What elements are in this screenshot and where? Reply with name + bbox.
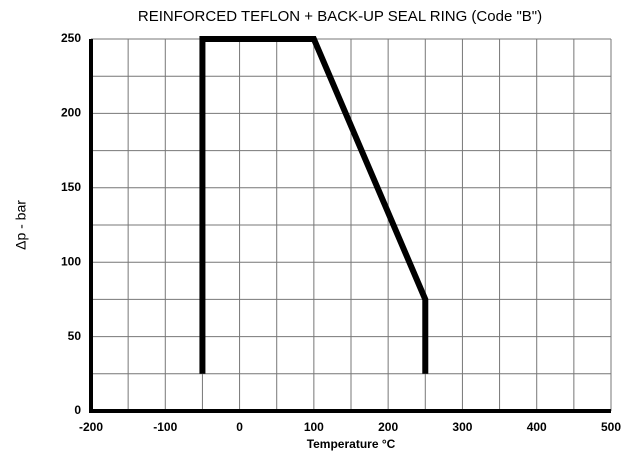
- x-tick-label: 200: [378, 420, 398, 434]
- y-tick-label: 100: [61, 254, 81, 268]
- x-tick-label: 100: [304, 420, 324, 434]
- y-tick-label: 0: [74, 403, 81, 417]
- y-tick-label: 200: [61, 106, 81, 120]
- y-tick-label: 50: [68, 329, 82, 343]
- x-tick-label: 500: [601, 420, 621, 434]
- chart-title: REINFORCED TEFLON + BACK-UP SEAL RING (C…: [138, 8, 542, 25]
- x-tick-label: 400: [527, 420, 547, 434]
- x-tick-label: -200: [79, 420, 103, 434]
- x-tick-label: -100: [153, 420, 177, 434]
- x-axis-label: Temperature °C: [307, 437, 396, 451]
- x-tick-label: 300: [452, 420, 472, 434]
- data-line: [199, 36, 429, 374]
- y-tick-label: 150: [61, 180, 81, 194]
- x-tick-label: 0: [236, 420, 243, 434]
- y-tick-label: 250: [61, 31, 81, 45]
- y-axis-label: Δp - bar: [13, 200, 29, 250]
